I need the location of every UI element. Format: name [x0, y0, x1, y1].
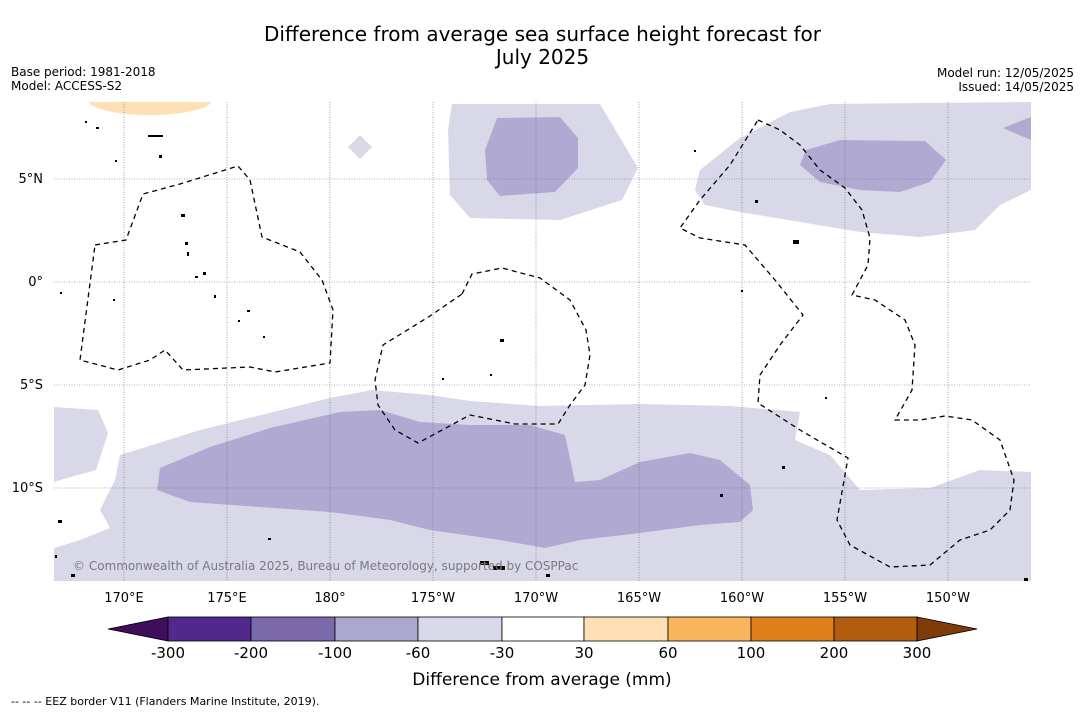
- island: [263, 336, 265, 338]
- island: [60, 292, 62, 294]
- lat-label: 5°N: [19, 172, 44, 187]
- islands: [55, 121, 1028, 581]
- island: [825, 397, 827, 399]
- colorbar-tick-label: -30: [490, 644, 515, 662]
- colorbar-tick-label: 300: [903, 644, 932, 662]
- lat-labels: 5°N 0° 5°S 10°S: [12, 172, 43, 496]
- base-period-text: Base period: 1981-2018: [11, 65, 156, 79]
- colorbar-tick-label: -100: [318, 644, 352, 662]
- credit-text: © Commonwealth of Australia 2025, Bureau…: [73, 559, 578, 573]
- model-run-text: Model run: 12/05/2025: [936, 66, 1074, 80]
- island: [181, 214, 185, 217]
- island: [782, 466, 785, 469]
- medium-anomaly-band-south: [157, 410, 753, 548]
- map-title-line-2: July 2025: [495, 45, 590, 69]
- island: [493, 566, 505, 570]
- colorbar-bin: [750, 616, 835, 642]
- lat-label: 0°: [28, 275, 43, 290]
- island: [500, 339, 504, 342]
- model-text: Model: ACCESS-S2: [11, 79, 123, 93]
- lon-label: 180°: [314, 591, 345, 606]
- issued-text: Issued: 14/05/2025: [958, 80, 1074, 94]
- colorbar-tick-label: -200: [234, 644, 268, 662]
- lon-label: 175°W: [411, 591, 455, 606]
- eez-border-east: [679, 119, 1015, 568]
- colorbar-over-arrow: [916, 616, 978, 642]
- island: [546, 574, 550, 577]
- island: [442, 378, 444, 380]
- colorbar-bin: [501, 616, 585, 642]
- colorbar-title: Difference from average (mm): [412, 670, 671, 690]
- island: [741, 290, 743, 292]
- colorbar: -300 -200 -100 -60 -30 30 60 100 200 300…: [107, 616, 978, 690]
- lon-label: 150°W: [926, 591, 970, 606]
- warm-anomaly-area: [88, 102, 212, 115]
- colorbar-bin: [334, 616, 419, 642]
- colorbar-bin: [250, 616, 336, 642]
- island: [58, 520, 62, 523]
- island: [490, 374, 492, 376]
- island: [113, 299, 115, 301]
- lat-label: 5°S: [20, 378, 43, 393]
- medium-anomaly-area-far-east: [1003, 117, 1031, 140]
- lon-label: 175°E: [207, 591, 247, 606]
- colorbar-bin: [667, 616, 752, 642]
- colorbar-bin: [167, 616, 252, 642]
- island: [247, 310, 250, 312]
- colorbar-bin: [583, 616, 669, 642]
- island: [71, 574, 75, 577]
- graticule: [54, 102, 1031, 581]
- meta-right: Model run: 12/05/2025 Issued: 14/05/2025: [937, 66, 1074, 94]
- colorbar-bin: [833, 616, 918, 642]
- eez-border-west: [79, 165, 334, 373]
- lon-label: 170°E: [104, 591, 144, 606]
- island: [268, 538, 271, 540]
- eez-legend-note: -- -- -- EEZ border V11 (Flanders Marine…: [11, 695, 320, 708]
- lon-label: 170°W: [514, 591, 558, 606]
- island: [85, 121, 87, 123]
- island: [793, 240, 799, 244]
- island: [238, 320, 240, 322]
- colorbar-tick-label: 60: [658, 644, 677, 662]
- colorbar-tick-label: 200: [820, 644, 849, 662]
- island: [159, 155, 162, 158]
- meta-left: Base period: 1981-2018 Model: ACCESS-S2: [11, 65, 156, 93]
- eez-border-center: [374, 267, 591, 444]
- island: [115, 160, 117, 162]
- island: [185, 242, 188, 245]
- island: [1024, 578, 1028, 581]
- colorbar-tick-label: 100: [737, 644, 766, 662]
- colorbar-bin: [417, 616, 503, 642]
- lon-label: 160°W: [720, 591, 764, 606]
- island: [694, 150, 696, 152]
- colorbar-tick-label: 30: [574, 644, 593, 662]
- island: [55, 555, 57, 558]
- island: [96, 127, 99, 129]
- island: [195, 276, 198, 278]
- lat-label: 10°S: [12, 481, 43, 496]
- island: [755, 200, 758, 203]
- island: [480, 561, 489, 565]
- island: [148, 135, 163, 137]
- island: [187, 252, 189, 256]
- colorbar-tick-label: -60: [406, 644, 431, 662]
- light-anomaly-speck: [348, 135, 372, 159]
- medium-anomaly-area-north-center: [485, 117, 578, 196]
- lon-label: 155°W: [823, 591, 867, 606]
- eez-borders: [79, 119, 1015, 568]
- lon-labels: 170°E 175°E 180° 175°W 170°W 165°W 160°W…: [104, 591, 970, 606]
- colorbar-tick-label: -300: [151, 644, 185, 662]
- map-title-line-1: Difference from average sea surface heig…: [263, 22, 822, 46]
- island: [720, 494, 723, 497]
- colorbar-under-arrow: [107, 616, 169, 642]
- island: [214, 295, 216, 298]
- lon-label: 165°W: [617, 591, 661, 606]
- island: [203, 272, 206, 275]
- map-panel: © Commonwealth of Australia 2025, Bureau…: [54, 102, 1031, 581]
